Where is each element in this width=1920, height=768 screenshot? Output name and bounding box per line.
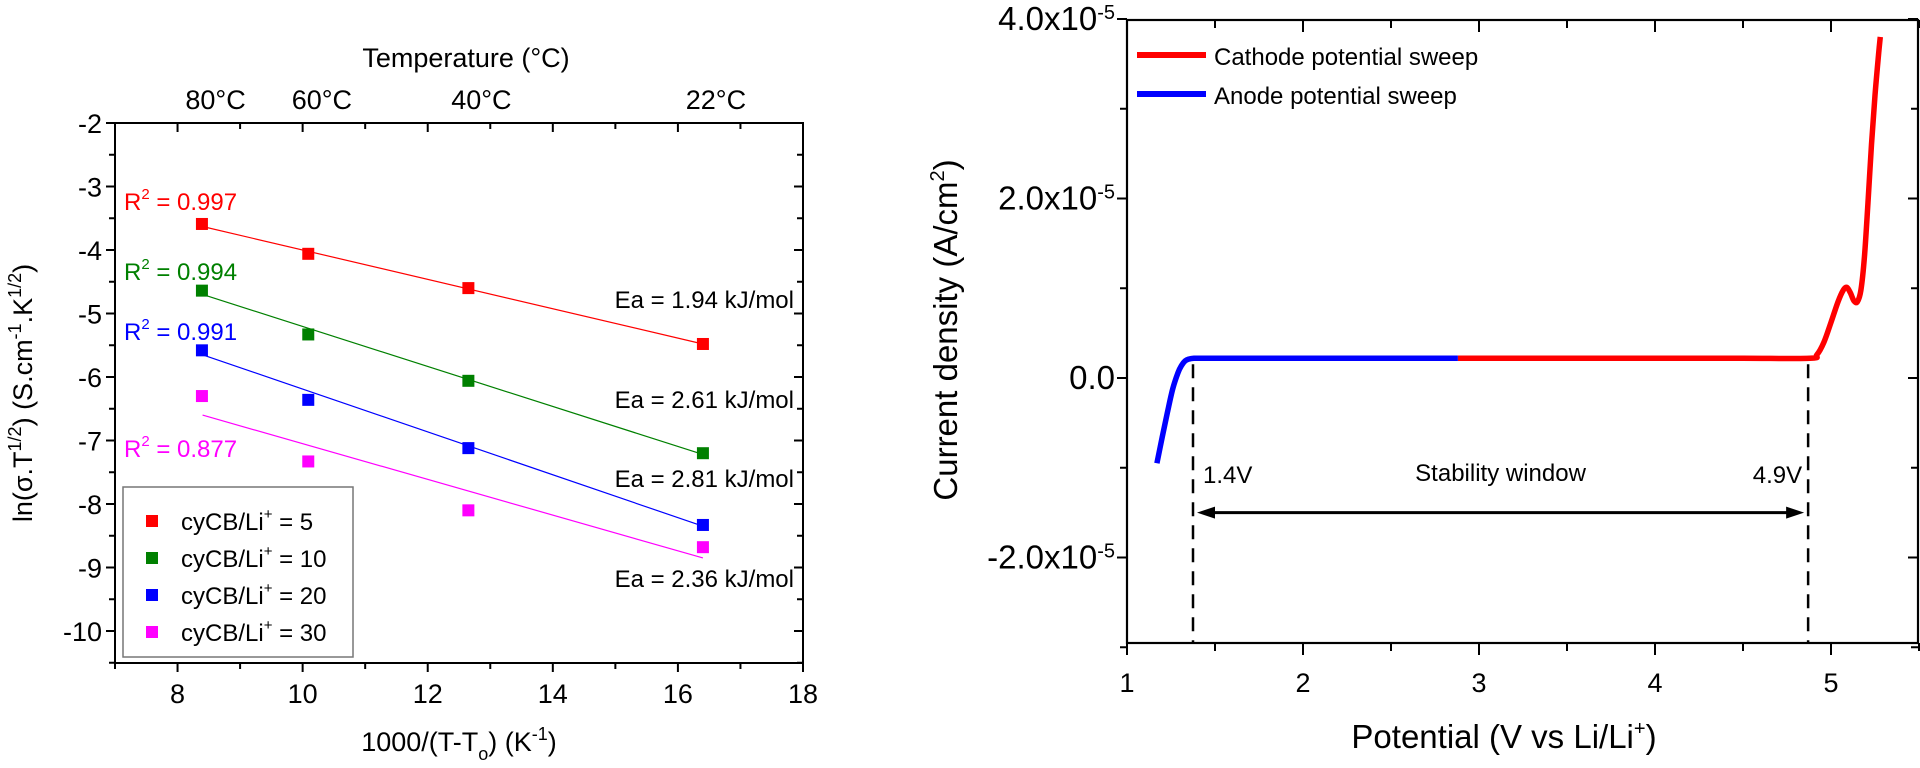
plot-frame [1125, 18, 1920, 645]
r2-label: R2 = 0.877 [124, 433, 237, 463]
y-axis-title: ln(σ.T1/2) (S.cm-1.K1/2) [5, 264, 38, 522]
data-point [302, 393, 315, 406]
x-tick-label: 8 [170, 679, 185, 709]
fit-line [202, 354, 704, 527]
y-tick-label: 2.0x10-5 [998, 180, 1115, 217]
legend-marker [146, 589, 158, 601]
y-axis-ticks: -2 -3 -4 -5 -6 -7 -8 -9 -10 [63, 109, 803, 664]
top-tick-label: 40°C [451, 85, 511, 115]
legend-label: cyCB/Li+ = 20 [181, 580, 327, 610]
x-tick-label: 1 [1119, 668, 1134, 698]
data-point [462, 282, 475, 295]
y-tick-label: -4 [78, 236, 102, 266]
y-tick-label: -7 [78, 427, 102, 457]
arrow-head-right [1786, 506, 1805, 519]
fit-line [202, 414, 704, 559]
plot-border [114, 122, 804, 664]
y-tick-label: -6 [78, 363, 102, 393]
x-axis-ticks: 8 10 12 14 16 18 [114, 663, 818, 709]
x-tick-label: 18 [788, 679, 818, 709]
limit-label-low: 1.4V [1203, 462, 1252, 489]
x-tick-label: 3 [1471, 668, 1486, 698]
y-axis-title: Current density (A/cm2) [927, 159, 964, 500]
x-axis-title: Potential (V vs Li/Li+) [1351, 718, 1656, 755]
series-line [1457, 36, 1884, 362]
fit-line [202, 293, 704, 456]
plot-border [1125, 18, 1920, 645]
data-lines [1154, 36, 1884, 464]
y-tick-label: -2.0x10-5 [987, 539, 1115, 576]
data-point [462, 442, 475, 455]
series-line [1154, 355, 1458, 464]
data-point [302, 328, 315, 341]
y-tick-label: 0.0 [1069, 359, 1115, 396]
x-tick-label: 16 [663, 679, 693, 709]
legend-label: Anode potential sweep [1214, 83, 1457, 110]
data-point [195, 390, 208, 403]
y-tick-label: 4.0x10-5 [998, 0, 1115, 37]
arrow-head-left [1197, 506, 1215, 519]
x-tick-label: 10 [288, 679, 318, 709]
legend-marker [146, 626, 158, 638]
data-point [195, 217, 208, 230]
legend-label: cyCB/Li+ = 5 [181, 506, 313, 536]
y-axis-ticks: 4.0x10-5 2.0x10-5 0.0 -2.0x10-5 [987, 0, 1918, 649]
data-point [696, 518, 709, 531]
ea-label: Ea = 2.81 kJ/mol [615, 466, 794, 493]
stability-window-annotation: 1.4V 4.9V Stability window [1191, 364, 1810, 643]
x-tick-label: 5 [1823, 668, 1838, 698]
ea-label: Ea = 2.36 kJ/mol [615, 566, 794, 593]
legend-marker [146, 552, 158, 564]
data-point [696, 447, 709, 460]
y-tick-label: -3 [78, 173, 102, 203]
data-points [195, 217, 709, 554]
ea-label: Ea = 1.94 kJ/mol [615, 287, 794, 314]
plot-frame [114, 122, 804, 664]
data-point [302, 455, 315, 468]
top-axis-ticks: 80°C 60°C 40°C 22°C [114, 85, 804, 132]
r2-label: R2 = 0.997 [124, 186, 237, 216]
fit-line [202, 225, 704, 345]
data-point [302, 247, 315, 260]
x-axis-title: 1000/(T-To) (K-1) [361, 724, 557, 764]
y-tick-label: -9 [78, 554, 102, 584]
top-axis-title: Temperature (°C) [362, 43, 569, 73]
x-axis-ticks: 1 2 3 4 5 [1119, 20, 1920, 698]
legend-label: cyCB/Li+ = 10 [181, 543, 327, 573]
x-tick-label: 4 [1647, 668, 1662, 698]
y-tick-label: -8 [78, 490, 102, 520]
y-tick-label: -10 [63, 617, 102, 647]
x-tick-label: 14 [538, 679, 568, 709]
limit-label-high: 4.9V [1753, 462, 1802, 489]
data-point [462, 504, 475, 517]
legend: Cathode potential sweep Anode potential s… [1137, 44, 1478, 110]
data-point [195, 344, 208, 357]
data-point [696, 541, 709, 554]
legend-label: cyCB/Li+ = 30 [181, 617, 327, 647]
y-tick-label: -5 [78, 300, 102, 330]
fit-lines [202, 225, 704, 559]
r2-label: R2 = 0.991 [124, 316, 237, 346]
r2-label: R2 = 0.994 [124, 256, 237, 286]
data-point [462, 374, 475, 387]
arrhenius-chart: Temperature (°C) 80°C 60°C 40°C 22°C 8 10 12 1… [5, 43, 818, 764]
data-point [195, 284, 208, 297]
x-tick-label: 2 [1295, 668, 1310, 698]
top-tick-label: 22°C [686, 85, 746, 115]
fit-annotations: R2 = 0.997 Ea = 1.94 kJ/mol R2 = 0.994 Ea =… [124, 186, 794, 593]
legend-box [122, 486, 354, 658]
y-tick-label: -2 [78, 109, 102, 139]
x-tick-label: 12 [413, 679, 443, 709]
top-tick-label: 60°C [292, 85, 352, 115]
ea-label: Ea = 2.61 kJ/mol [615, 387, 794, 414]
data-point [696, 337, 709, 350]
legend-label: Cathode potential sweep [1214, 44, 1478, 71]
legend-marker [146, 515, 158, 527]
legend: cyCB/Li+ = 5 cyCB/Li+ = 10 cyCB/Li+ = 20 cy… [122, 486, 354, 658]
top-tick-label: 80°C [185, 85, 245, 115]
stability-window-label: Stability window [1415, 460, 1586, 487]
